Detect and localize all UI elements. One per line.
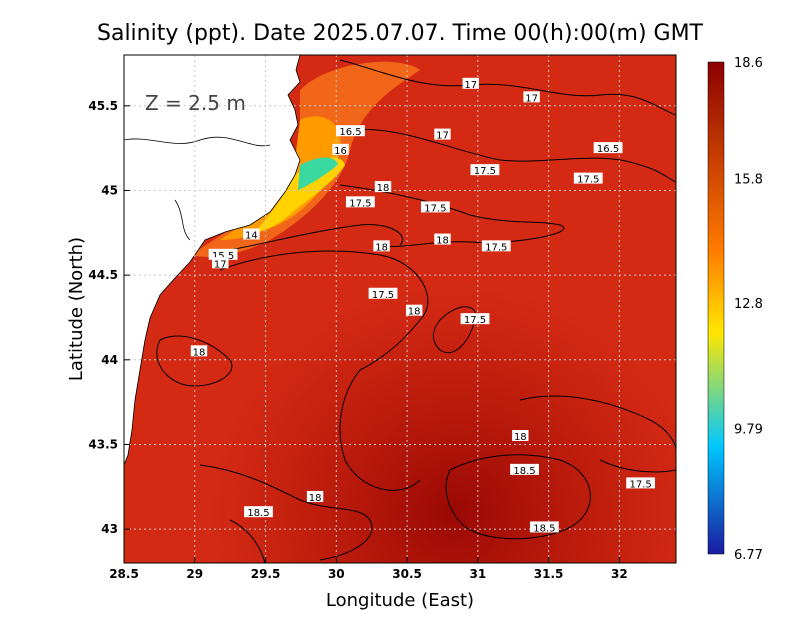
y-tick-label: 45.5 [88, 99, 118, 113]
colorbar-tick-label: 18.6 [734, 56, 763, 71]
contour-label: 15.5 [212, 251, 234, 262]
contour-label-bg [434, 233, 451, 245]
contour-label-bg [529, 521, 559, 533]
contour-label-bg [523, 91, 540, 103]
colorbar-ticks: 18.6 15.8 12.8 9.79 6.77 [734, 56, 763, 563]
x-tick-label: 32 [611, 567, 628, 581]
contour-label: 17 [525, 93, 538, 104]
x-axis-label: Longitude (East) [326, 590, 474, 611]
contour-label-bg [368, 287, 398, 299]
colorbar [707, 61, 725, 555]
contour-label-bg [345, 196, 375, 208]
y-axis-ticks: 43 43.5 44 44.5 45 45.5 [88, 99, 130, 536]
contour-label-bg [512, 430, 529, 441]
contour-label: 16.5 [597, 144, 619, 155]
river-plume-fresh [298, 157, 338, 190]
land-mass [124, 55, 301, 466]
contour-label: 16.5 [339, 127, 361, 138]
contour-label-bg [434, 128, 451, 140]
contour-label: 17.5 [485, 242, 507, 253]
contour-label-bg [336, 125, 365, 137]
contour-lines [156, 59, 676, 563]
contour-label-bg [373, 240, 390, 252]
contour-label-bg [244, 506, 273, 518]
contour-label: 18.5 [533, 523, 555, 534]
contour-label: 17.5 [629, 479, 651, 490]
contour-label-bg [332, 143, 349, 155]
coastline-inland-border [124, 136, 271, 147]
y-tick-label: 44.5 [88, 268, 118, 282]
contour-label: 17 [214, 259, 227, 270]
contour-label: 18.5 [513, 466, 535, 477]
contour-label-bg [243, 228, 260, 240]
river-plume-yellow [255, 157, 345, 232]
contour-label: 17.5 [424, 203, 446, 214]
contour-label: 17.5 [577, 175, 599, 186]
contour-label: 17 [436, 131, 449, 142]
contour-label: 18 [193, 347, 206, 358]
y-tick-label: 45 [101, 183, 118, 197]
contour-label-bg [510, 463, 539, 475]
contour-labels: 17 17 16.5 17 16.5 16 17.5 17.5 18 17.5 17.5 14 18 18… [190, 77, 656, 534]
river-plume-mid [220, 116, 341, 240]
plot-area: 17 17 16.5 17 16.5 16 17.5 17.5 18 17.5 17.5 14 18 18… [124, 55, 676, 563]
contour-label: 18 [514, 432, 527, 443]
contour-label-bg [460, 313, 490, 325]
contour-label-bg [593, 142, 623, 154]
contour-label: 18 [377, 183, 390, 194]
contour-label-bg [462, 77, 479, 89]
depth-label: Z = 2.5 m [145, 91, 246, 115]
y-tick-label: 44 [101, 353, 118, 367]
contour-label: 16 [334, 146, 347, 157]
contour-label-bg [420, 201, 450, 213]
contour-label: 17.5 [372, 290, 394, 301]
colorbar-tick-label: 12.8 [734, 297, 763, 312]
contour-label: 18.5 [247, 508, 269, 519]
x-axis-ticks: 28.5 29 29.5 30 30.5 31 31.5 32 [109, 557, 628, 581]
x-tick-label: 30.5 [392, 567, 422, 581]
contour-label-bg [405, 304, 423, 316]
grid-lines [124, 55, 676, 563]
contour-label: 17.5 [349, 198, 371, 209]
contour-label: 18 [436, 236, 449, 247]
x-tick-label: 31.5 [534, 567, 564, 581]
y-tick-label: 43 [101, 522, 118, 536]
colorbar-tick-label: 9.79 [734, 422, 763, 437]
y-axis-label: Latitude (North) [66, 237, 87, 381]
colorbar-tick-label: 15.8 [734, 172, 763, 187]
contour-label: 17 [464, 80, 477, 91]
contour-label-bg [374, 181, 392, 193]
contour-label: 17.5 [464, 315, 486, 326]
colorbar-tick-label: 6.77 [734, 548, 763, 563]
contour-label: 18 [375, 242, 388, 253]
y-tick-label: 43.5 [88, 437, 118, 451]
contour-label-bg [306, 490, 324, 502]
x-tick-label: 31 [469, 567, 486, 581]
contour-label: 18 [408, 307, 421, 318]
contour-label-bg [190, 345, 208, 357]
x-tick-label: 28.5 [109, 567, 139, 581]
contour-label: 18 [309, 493, 322, 504]
contour-label-bg [481, 240, 511, 252]
contour-label-bg [626, 477, 656, 489]
contour-label-bg [208, 248, 238, 260]
x-tick-label: 29 [186, 567, 203, 581]
contour-label: 17.5 [474, 166, 496, 177]
contour-label-bg [470, 164, 500, 176]
plot-frame [123, 54, 677, 564]
contour-label-bg [212, 257, 229, 269]
chart-title: Salinity (ppt). Date 2025.07.07. Time 00… [97, 21, 704, 46]
x-tick-label: 29.5 [251, 567, 281, 581]
x-tick-label: 30 [328, 567, 345, 581]
coastline-lagoon [174, 199, 191, 241]
contour-label-bg [573, 172, 603, 184]
contour-label: 14 [245, 230, 258, 241]
